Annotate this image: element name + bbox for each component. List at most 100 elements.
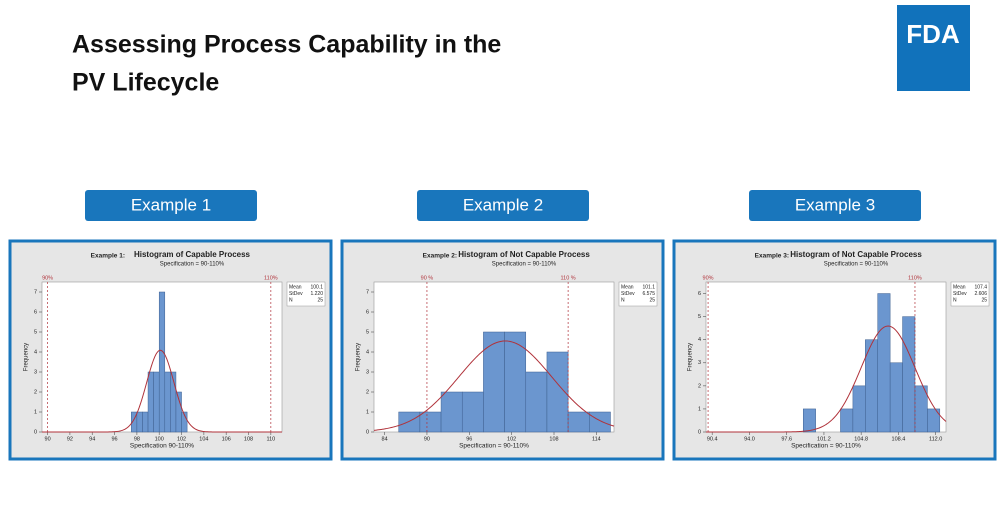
stats-name: StDev	[953, 291, 967, 297]
histogram-bar	[889, 362, 903, 433]
spec-limit-label: 110 %	[561, 275, 576, 281]
logo: FDA	[906, 19, 960, 49]
stats-box	[618, 281, 658, 307]
example-button	[749, 190, 921, 221]
x-tick-label: 84	[382, 436, 388, 442]
histogram-bar	[181, 411, 188, 433]
x-tick-label: 92	[67, 436, 73, 442]
histogram-bar	[802, 408, 816, 433]
stats-name: StDev	[621, 291, 635, 297]
x-axis-label: Specification = 90-110%	[459, 443, 529, 450]
histogram-bar	[153, 371, 160, 433]
y-tick-label: 1	[34, 409, 37, 415]
chart-title: Histogram of Not Capable Process	[790, 250, 922, 259]
slide-title: PV Lifecycle	[72, 69, 219, 97]
y-tick-label: 4	[34, 349, 37, 355]
x-tick-label: 101.2	[817, 436, 831, 442]
histogram-bar	[164, 371, 171, 433]
spec-limit-label: 110%	[264, 275, 278, 281]
histogram-bar	[840, 408, 854, 433]
x-axis-label: Specification 90-110%	[130, 443, 194, 450]
example-button-label: Example 1	[131, 195, 211, 214]
y-tick-label: 6	[34, 309, 37, 315]
histogram-bar	[158, 291, 166, 433]
y-tick-label: 2	[34, 389, 37, 395]
y-tick-label: 0	[698, 429, 701, 435]
slide-title: Assessing Process Capability in the	[72, 31, 501, 59]
normal-fit-curve	[42, 349, 282, 433]
chart-subtitle: Specification = 90-110%	[492, 262, 557, 268]
histogram-bar	[419, 411, 442, 433]
x-tick-label: 110	[266, 436, 275, 442]
histogram-bar	[483, 331, 505, 433]
x-tick-label: 90	[424, 436, 430, 442]
normal-fit-curve	[373, 340, 615, 431]
spec-limit-label: 90%	[42, 275, 53, 281]
y-tick-label: 0	[366, 429, 369, 435]
y-tick-label: 2	[366, 389, 369, 395]
y-axis-label: Frequency	[688, 343, 694, 371]
stats-box	[950, 281, 990, 307]
chart-tag: Example 2:	[423, 253, 457, 260]
y-tick-label: 3	[34, 369, 37, 375]
histogram-bar	[525, 371, 548, 433]
x-tick-label: 90.4	[707, 436, 718, 442]
stats-value: 25	[981, 297, 987, 303]
y-tick-label: 5	[34, 329, 37, 335]
x-tick-label: 90	[45, 436, 51, 442]
x-axis-label: Specification = 90-110%	[791, 443, 861, 450]
y-tick-label: 2	[698, 383, 701, 389]
x-tick-label: 100	[155, 436, 164, 442]
stats-name: N	[953, 297, 957, 303]
x-tick-label: 104.8	[854, 436, 868, 442]
stats-value: 1.220	[310, 291, 323, 297]
y-tick-label: 4	[366, 349, 369, 355]
x-tick-label: 112.0	[929, 436, 942, 442]
y-tick-label: 0	[34, 429, 37, 435]
stats-name: N	[289, 297, 293, 303]
stats-value: 2.606	[974, 291, 987, 297]
stats-value: 25	[317, 297, 323, 303]
histogram-bar	[852, 385, 866, 433]
stats-name: Mean	[953, 284, 966, 290]
stats-name: N	[621, 297, 625, 303]
x-tick-label: 94	[89, 436, 95, 442]
y-tick-label: 7	[366, 289, 369, 295]
y-tick-label: 6	[366, 309, 369, 315]
histogram-bar	[914, 385, 928, 433]
y-axis-label: Frequency	[356, 343, 362, 371]
x-tick-label: 94.0	[744, 436, 755, 442]
spec-limit-label: 110%	[908, 275, 922, 281]
x-tick-label: 98	[134, 436, 140, 442]
spec-limit-label: 90%	[703, 275, 714, 281]
chart-subtitle: Specification = 90-110%	[824, 262, 889, 268]
y-axis-label: Frequency	[24, 343, 30, 371]
x-tick-label: 108.4	[892, 436, 906, 442]
y-tick-label: 7	[34, 289, 37, 295]
x-tick-label: 96	[466, 436, 472, 442]
y-tick-label: 3	[366, 369, 369, 375]
y-tick-label: 5	[366, 329, 369, 335]
stats-name: Mean	[621, 284, 634, 290]
x-tick-label: 96	[111, 436, 117, 442]
stats-value: 6.575	[642, 291, 655, 297]
chart-subtitle: Specification = 90-110%	[160, 262, 225, 268]
histogram-bar	[902, 316, 916, 433]
histogram-bar	[589, 411, 611, 433]
x-tick-label: 106	[222, 436, 231, 442]
histogram-bar	[927, 408, 941, 433]
y-tick-label: 1	[366, 409, 369, 415]
x-tick-label: 108	[244, 436, 253, 442]
histogram-bar	[398, 411, 421, 433]
histogram-bar	[147, 371, 154, 433]
normal-fit-curve	[706, 325, 947, 433]
example-button-label: Example 2	[463, 195, 543, 214]
x-tick-label: 114	[592, 436, 601, 442]
histogram-bar	[136, 411, 143, 433]
stats-name: Mean	[289, 284, 302, 290]
x-tick-label: 108	[549, 436, 558, 442]
stats-value: 25	[649, 297, 655, 303]
histogram-bar	[567, 411, 590, 433]
stats-name: StDev	[289, 291, 303, 297]
